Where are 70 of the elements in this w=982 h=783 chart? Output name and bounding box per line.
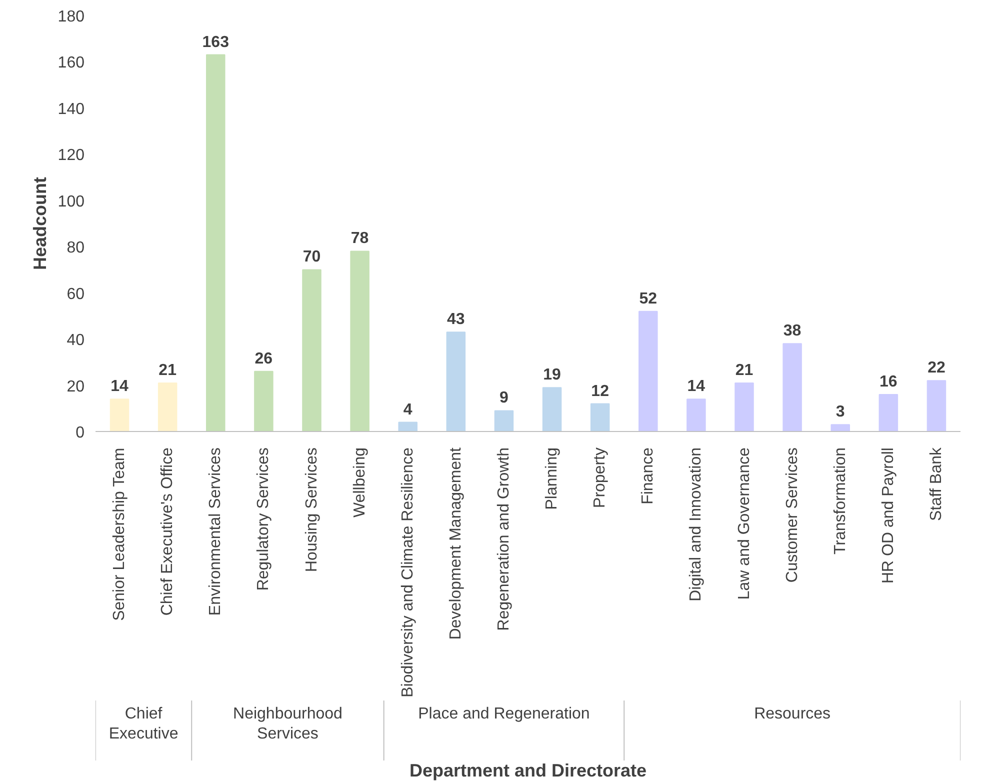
bar (638, 310, 658, 432)
bar (110, 398, 130, 432)
data-label: 22 (928, 360, 946, 377)
y-tick-label: 20 (66, 378, 85, 396)
x-tick-label: Development Management (447, 446, 464, 640)
x-tick-label: Housing Services (303, 448, 320, 572)
bar (590, 403, 610, 432)
y-tick-label: 160 (58, 54, 85, 72)
x-tick-label: Wellbeing (351, 448, 368, 518)
x-tick-label: Biodiversity and Climate Resilience (399, 447, 416, 698)
x-tick-label: Law and Governance (736, 447, 753, 600)
text: Neighbourhood Services (233, 705, 342, 743)
data-label: 16 (880, 374, 898, 391)
data-label: 163 (202, 34, 230, 51)
data-label: 52 (639, 290, 658, 308)
bar (398, 422, 418, 432)
x-tick-label: Senior Leadership Team (111, 448, 128, 621)
y-tick-label: 80 (66, 240, 85, 257)
data-label: 19 (543, 366, 562, 384)
y-tick-label: 60 (66, 286, 85, 303)
x-tick-label: Planning (544, 447, 561, 510)
data-label: 26 (254, 350, 273, 368)
y-tick-label: 140 (58, 100, 85, 118)
bar (206, 54, 226, 432)
x-tick-label: Finance (640, 447, 657, 504)
x-tick-label: Chief Executive's Office (159, 447, 176, 616)
bar (494, 410, 514, 432)
y-tick-label: 100 (58, 193, 85, 210)
bar (158, 382, 178, 432)
data-label: 4 (403, 401, 412, 418)
x-axis-title: Department and Directorate (409, 760, 647, 780)
x-tick-label: Digital and Innovation (688, 447, 705, 602)
data-label: 9 (500, 390, 509, 407)
text: Chief Executive (108, 705, 178, 743)
data-label: 12 (591, 382, 610, 400)
bar (734, 382, 754, 432)
bar (446, 332, 466, 432)
y-axis-title: Headcount (30, 176, 50, 270)
bar (878, 394, 898, 432)
bar (830, 424, 850, 432)
text: Resources (754, 705, 831, 722)
bar (254, 370, 274, 432)
y-tick-label: 0 (76, 424, 85, 442)
data-label: 38 (783, 322, 802, 340)
y-tick-label: 40 (66, 332, 85, 350)
bar (542, 387, 562, 432)
data-label: 21 (158, 362, 177, 379)
x-tick-label: Property (592, 448, 609, 508)
data-label: 43 (447, 311, 465, 328)
bar (926, 380, 946, 432)
data-label: 78 (350, 230, 369, 248)
x-tick-label: Regeneration and Growth (495, 447, 512, 631)
x-tick-label: Transformation (832, 448, 849, 554)
data-label: 70 (302, 248, 321, 266)
text: Place and Regeneration (418, 705, 590, 722)
data-label: 3 (836, 404, 845, 421)
bar (686, 398, 706, 432)
bar (782, 343, 802, 432)
data-label: 21 (735, 362, 754, 379)
data-label: 14 (687, 378, 706, 396)
x-tick-label: Regulatory Services (255, 448, 272, 591)
x-tick-label: Staff Bank (928, 446, 945, 522)
bar (302, 269, 322, 432)
bar (350, 250, 370, 432)
y-tick-label: 120 (58, 147, 85, 164)
x-tick-label: HR OD and Payroll (880, 448, 897, 584)
x-tick-label: Environmental Services (207, 447, 224, 616)
y-tick-label: 180 (58, 8, 85, 26)
data-label: 14 (110, 378, 129, 396)
x-tick-label: Customer Services (784, 447, 801, 583)
